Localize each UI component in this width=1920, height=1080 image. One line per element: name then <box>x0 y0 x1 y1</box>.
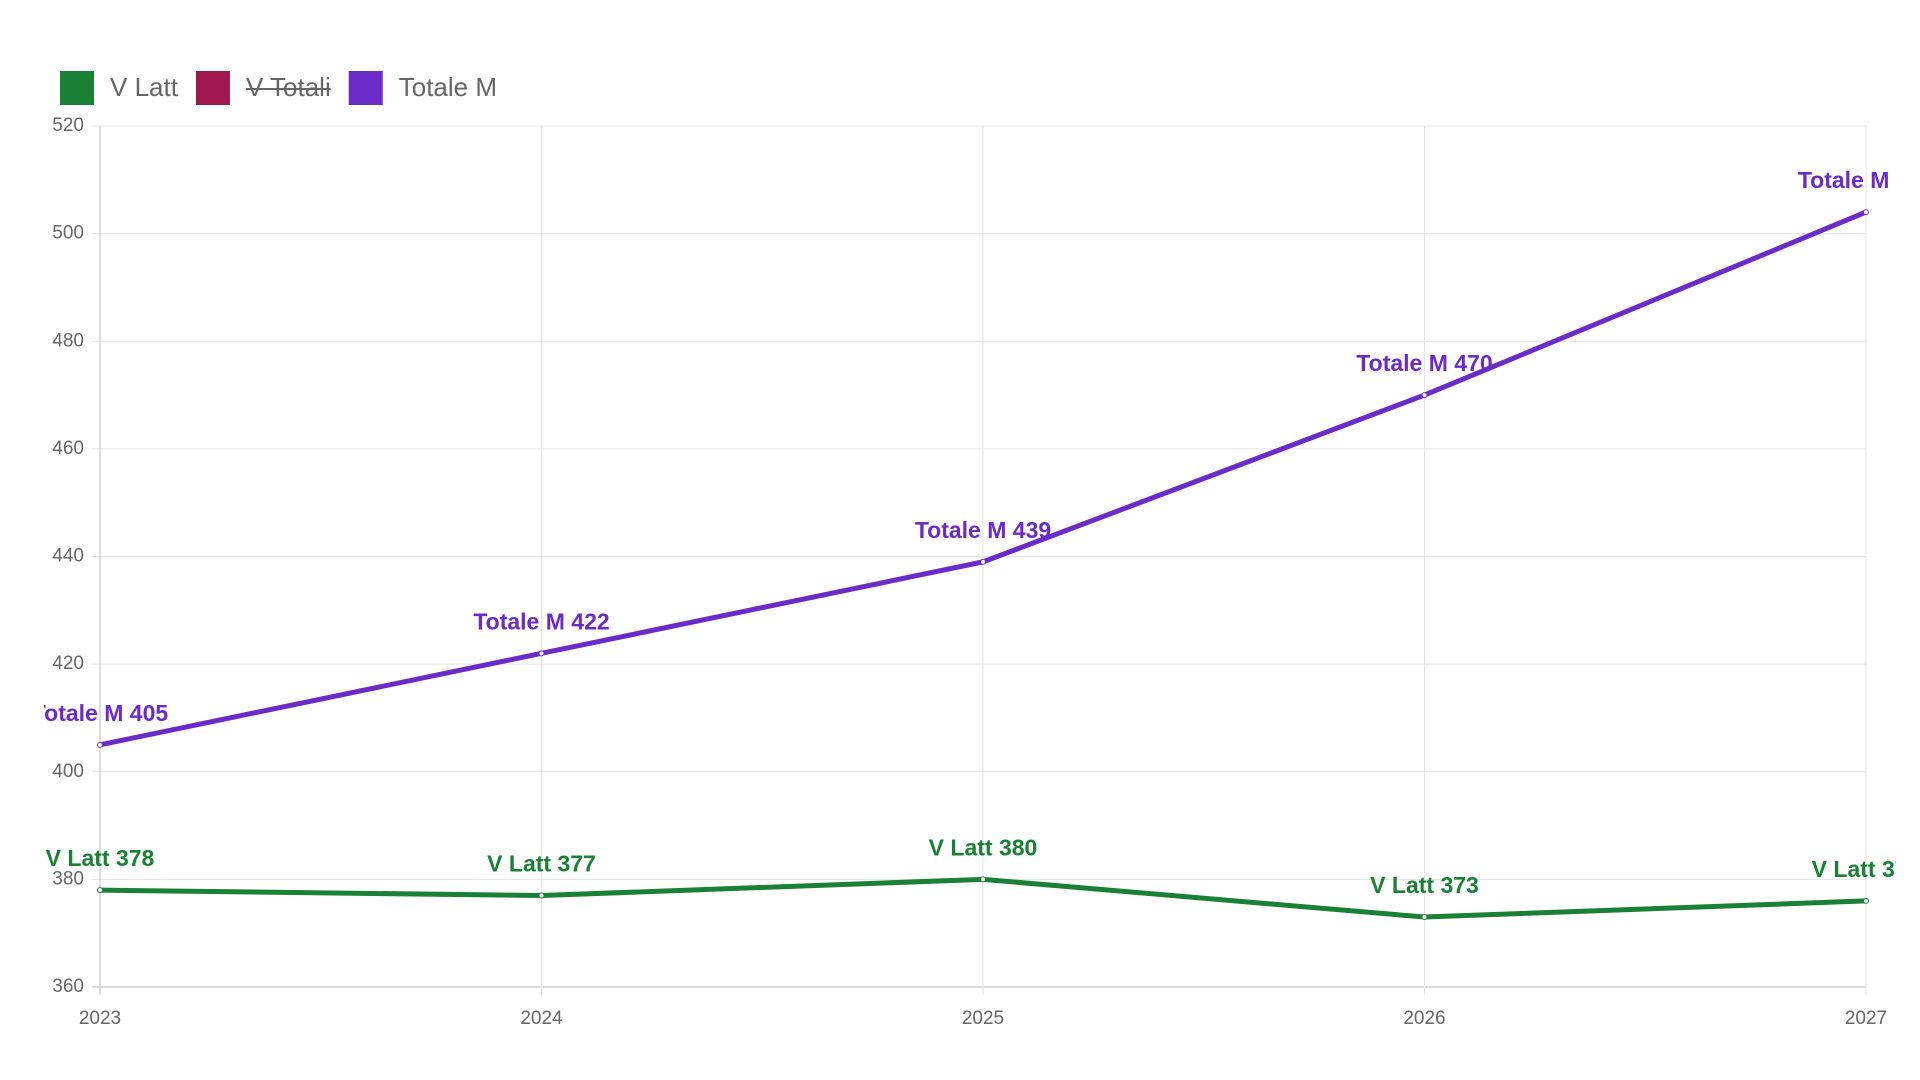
x-tick-label: 2023 <box>79 1008 121 1029</box>
y-tick-label: 420 <box>52 653 84 674</box>
data-label: Totale M 470 <box>1356 350 1492 376</box>
legend: V Latt V Totali Totale M <box>60 71 497 105</box>
y-tick-label: 380 <box>52 868 84 889</box>
legend-swatch[interactable] <box>348 71 383 105</box>
data-point <box>97 741 103 748</box>
y-tick-label: 500 <box>52 223 84 244</box>
data-label: V Latt 377 <box>487 851 596 877</box>
data-point <box>538 650 545 657</box>
y-tick-label: 440 <box>52 546 84 567</box>
y-tick-label: 460 <box>52 438 84 459</box>
x-tick-label: 2025 <box>962 1008 1004 1029</box>
legend-swatch[interactable] <box>195 71 230 105</box>
y-tick-label: 480 <box>52 330 84 351</box>
data-label: V Latt 376 <box>1812 856 1920 882</box>
data-label: Totale M 504 <box>1798 167 1920 193</box>
y-tick-label: 360 <box>52 976 84 997</box>
data-label: Totale M 439 <box>915 517 1051 543</box>
data-point <box>538 892 545 899</box>
data-label: Totale M 405 <box>32 700 169 726</box>
data-label: V Latt 380 <box>929 834 1038 860</box>
x-tick-label: 2024 <box>520 1008 563 1029</box>
x-tick-label: 2027 <box>1845 1008 1887 1029</box>
data-label: V Latt 378 <box>46 845 155 871</box>
y-tick-label: 400 <box>52 761 84 782</box>
plot <box>97 209 1869 921</box>
legend-swatch[interactable] <box>60 71 94 105</box>
data-point <box>1421 914 1428 921</box>
data-point <box>980 876 986 883</box>
data-labels: V Latt 378 V Latt 377 V Latt 380 V Latt 373… <box>32 167 1920 898</box>
data-point <box>97 887 103 894</box>
data-label: V Latt 373 <box>1370 872 1479 898</box>
data-point <box>1863 209 1869 216</box>
data-point <box>980 558 986 565</box>
legend-label[interactable]: V Totali <box>246 72 331 102</box>
legend-label[interactable]: V Latt <box>110 72 179 102</box>
data-point <box>1863 897 1869 904</box>
data-point <box>1421 392 1428 399</box>
x-tick-label: 2026 <box>1403 1008 1445 1029</box>
y-tick-label: 520 <box>52 115 84 136</box>
legend-label[interactable]: Totale M <box>399 72 497 102</box>
data-label: Totale M 422 <box>473 608 609 634</box>
grid: 360 380 400 420 440 460 480 500 520 2023 2024 2025 2… <box>52 115 1887 1029</box>
